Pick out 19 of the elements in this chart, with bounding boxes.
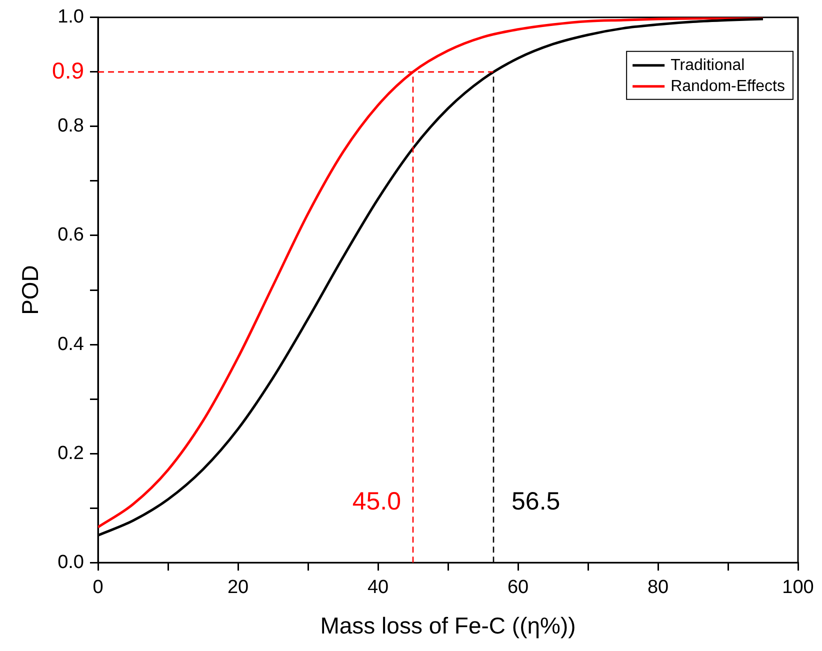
x-tick-label: 100 <box>782 577 814 598</box>
ref-line-label: 56.5 <box>512 488 560 516</box>
y-axis-title: POD <box>17 265 44 315</box>
legend-label: Traditional <box>670 56 745 74</box>
x-tick-label: 80 <box>647 577 669 598</box>
x-tick-label: 0 <box>92 577 104 598</box>
y-tick-label: 0.6 <box>58 224 84 246</box>
y-tick-label: 0.2 <box>58 442 84 464</box>
y-tick-label: 0.4 <box>58 334 84 355</box>
legend-label: Random-Effects <box>670 78 785 95</box>
y-tick-label: 0.8 <box>58 116 84 137</box>
x-axis-title: Mass loss of Fe-C ((η%)) <box>320 612 576 639</box>
y-tick-label: 1.0 <box>58 6 84 28</box>
ref-line-label: 45.0 <box>352 488 402 516</box>
ref-line-label: 0.9 <box>52 57 84 84</box>
x-tick-label: 60 <box>507 577 529 598</box>
x-tick-label: 40 <box>367 577 389 598</box>
x-tick-label: 20 <box>227 577 249 598</box>
y-tick-label: 0.0 <box>58 552 84 573</box>
